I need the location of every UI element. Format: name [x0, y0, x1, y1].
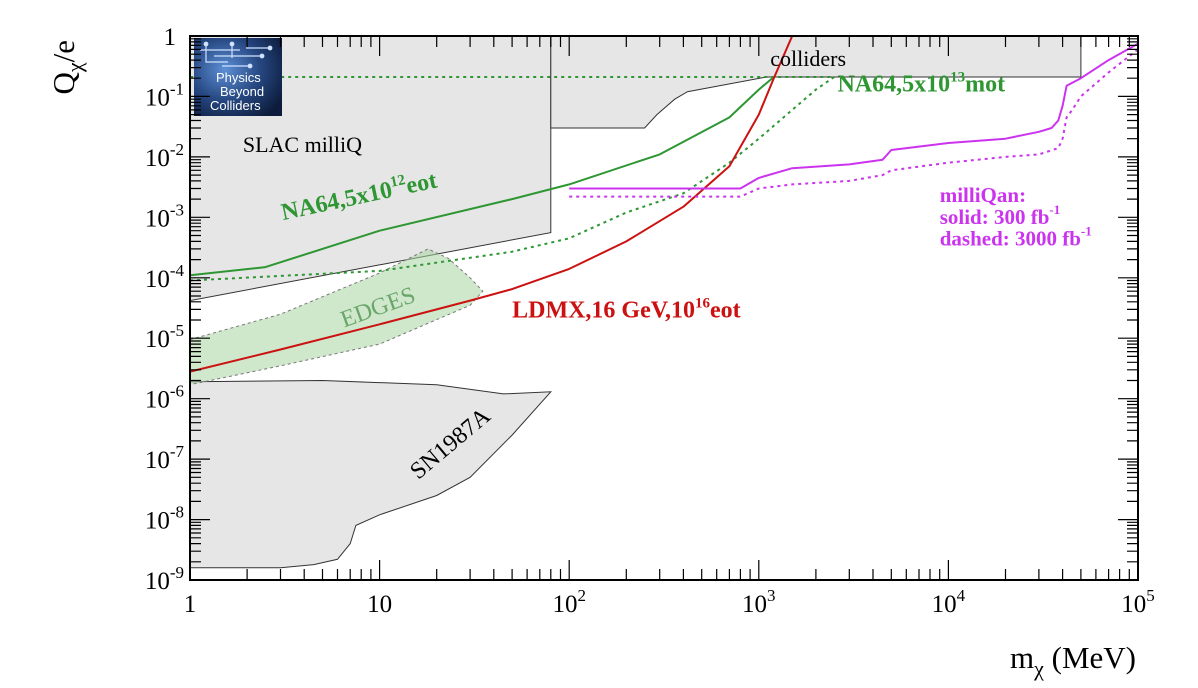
region-edges	[190, 248, 484, 386]
x-tick-label: 105	[1121, 586, 1155, 618]
y-tick-label: 1	[164, 24, 177, 51]
sensitivity-curves	[190, 36, 1138, 373]
logo-text-line: Physics	[216, 70, 261, 85]
y-tick-label: 10-1	[145, 79, 184, 111]
annotation-milliqan-solid: solid: 300 fb-1	[940, 202, 1061, 229]
series-milliqan-300-fb-1	[569, 42, 1138, 190]
x-tick-label: 103	[742, 586, 776, 618]
x-tick-label: 102	[552, 586, 586, 618]
annotation-milliqan-title: milliQan:	[940, 183, 1026, 207]
logo-circuit-icon	[200, 41, 273, 69]
region-colliders	[550, 36, 1082, 129]
x-axis-title: mχ (MeV)	[1010, 640, 1136, 681]
y-tick-label: 10-6	[145, 382, 184, 414]
annotations: SLAC milliQcollidersNA64,5x1012eotNA64,5…	[243, 46, 1092, 485]
x-tick-label: 104	[932, 586, 966, 618]
x-tick-label: 10	[367, 591, 392, 618]
series-na64-5x10-13-mot	[190, 76, 836, 282]
logo-background	[194, 38, 282, 116]
y-tick-label: 10-2	[145, 140, 184, 172]
region-sn1987a	[190, 379, 552, 569]
plot-frame	[189, 35, 1139, 581]
y-tick-label: 10-3	[145, 200, 184, 232]
y-tick-label: 10-8	[145, 503, 184, 535]
annotation-ldmx: LDMX,16 GeV,1016eot	[512, 296, 741, 324]
tick-labels: 1 10 102 103 104 105 1 10-1 10-2 10-3 10-4 10-5 10-6…	[145, 24, 1155, 618]
series-milliqan-3000-fb-1	[569, 48, 1138, 198]
series-ldmx-16-gev-10-16-eot	[190, 36, 794, 373]
annotation-na64-mot: NA64,5x1013mot	[837, 70, 1005, 98]
logo-text-line: Colliders	[210, 98, 261, 113]
y-tick-label: 10-5	[145, 321, 184, 353]
annotation-slac: SLAC milliQ	[243, 132, 362, 157]
series-na64-5x10-12-eot	[190, 76, 775, 277]
x-tick-label: 1	[184, 591, 197, 618]
annotation-colliders: colliders	[770, 46, 846, 71]
y-axis-title: Qχ/e	[46, 40, 87, 95]
y-tick-label: 10-9	[145, 563, 184, 595]
annotation-milliqan-dashed: dashed: 3000 fb-1	[940, 224, 1092, 251]
tick-marks	[189, 36, 1138, 581]
y-tick-label: 10-4	[145, 261, 185, 293]
logo-text-line: Beyond	[220, 84, 264, 99]
axis-ticks	[189, 36, 1138, 581]
y-tick-label: 10-7	[145, 442, 185, 474]
